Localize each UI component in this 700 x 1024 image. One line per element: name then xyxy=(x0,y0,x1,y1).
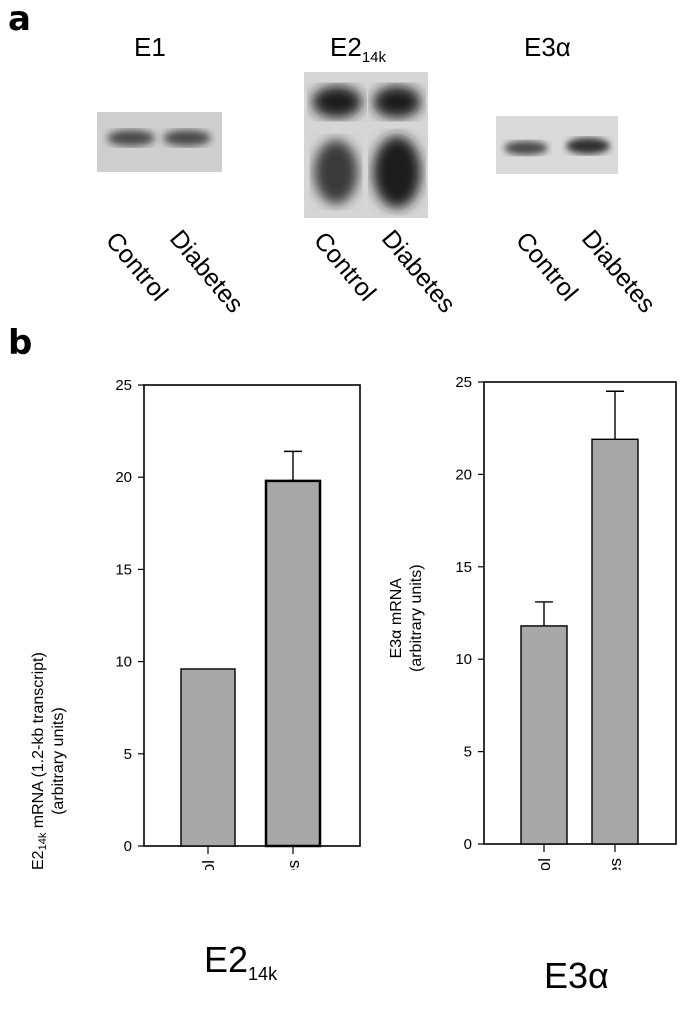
blot-image-e1 xyxy=(97,112,222,172)
chart1-name: E214k xyxy=(204,939,278,984)
chart2-category-label-control: Control xyxy=(535,858,554,870)
blot-title-e1: E1 xyxy=(134,32,166,62)
chart2-ytick-label: 10 xyxy=(455,651,472,668)
lane-label-e2-control: Control xyxy=(308,226,382,307)
chart2-ytick-label: 20 xyxy=(455,466,472,483)
chart1-ytick-label: 0 xyxy=(124,838,132,855)
chart2-frame xyxy=(483,381,677,845)
chart2-ytick-label: 5 xyxy=(464,744,472,761)
chart1-ytick-label: 25 xyxy=(115,377,132,394)
blot-image-e3a xyxy=(496,116,618,174)
lane-label-e1-control: Control xyxy=(100,226,174,307)
blot-image-e2 xyxy=(304,72,428,218)
chart2-bar-diabetes xyxy=(591,438,639,845)
chart1-bar-diabetes xyxy=(264,479,322,848)
blot-title-e3a: E3α xyxy=(524,32,571,62)
chart1-ylabel: E214k mRNA (1.2-kb transcript) (arbitrar… xyxy=(30,652,67,870)
lane-label-e1-diabetes: Diabetes xyxy=(164,224,249,319)
chart1-bar-control xyxy=(180,668,236,847)
bar-chart-e3a: 0 5 10 15 20 25 Control Diabetes xyxy=(455,374,677,870)
chart1-ytick-label: 10 xyxy=(115,654,132,671)
chart1-ytick-label: 5 xyxy=(124,746,132,763)
chart2-ytick-label: 15 xyxy=(455,559,472,576)
blot-title-e2: E214k xyxy=(330,32,386,66)
chart1-category-label-diabetes: Diabetes xyxy=(284,860,303,870)
lane-label-e2-diabetes: Diabetes xyxy=(376,224,461,319)
chart1-category-label-control: Control xyxy=(199,860,218,870)
chart1-ytick-label: 15 xyxy=(115,561,132,578)
bar-chart-e2: 0 5 10 15 20 25 Control Diabetes xyxy=(115,377,361,870)
chart2-name: E3α xyxy=(544,955,609,996)
chart2-ytick-label: 25 xyxy=(455,374,472,391)
chart2-bar-control xyxy=(520,625,568,845)
panel-a-label: a xyxy=(8,0,31,39)
chart2-ylabel: E3α mRNA (arbitrary units) xyxy=(388,564,425,672)
lane-label-e3a-control: Control xyxy=(510,226,584,307)
chart1-frame xyxy=(143,384,361,847)
chart2-ytick-label: 0 xyxy=(464,836,472,853)
chart2-category-label-diabetes: Diabetes xyxy=(606,858,625,870)
lane-label-e3a-diabetes: Diabetes xyxy=(576,224,661,319)
panel-b-label: b xyxy=(8,323,33,363)
chart1-ytick-label: 20 xyxy=(115,469,132,486)
